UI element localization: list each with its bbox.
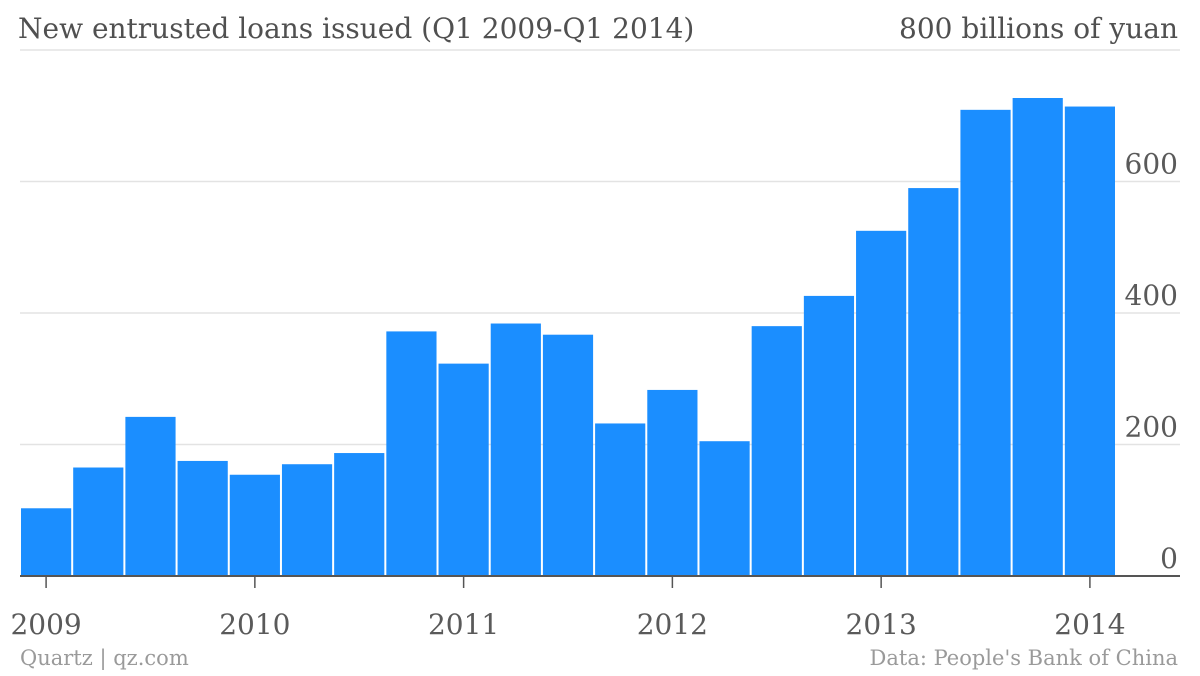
y-tick-label-200: 200 xyxy=(1125,411,1178,444)
footer-source-left: Quartz | qz.com xyxy=(20,646,189,670)
bars xyxy=(21,97,1115,577)
x-tick-label-2013: 2013 xyxy=(846,608,917,641)
bar-q1-2012 xyxy=(647,389,698,576)
x-tick-label-2011: 2011 xyxy=(428,608,499,641)
bar-q3-2013 xyxy=(960,109,1011,577)
footer-source-right: Data: People's Bank of China xyxy=(869,646,1178,670)
bar-q3-2009 xyxy=(125,416,176,576)
bar-q1-2009 xyxy=(21,508,72,576)
x-tick-label-2014: 2014 xyxy=(1054,608,1125,641)
bar-q4-2010 xyxy=(386,331,437,576)
x-tick-labels: 2009 2010 2011 2012 2013 2014 xyxy=(10,608,1125,641)
axes xyxy=(20,575,1180,588)
y-tick-label-400: 400 xyxy=(1125,279,1178,312)
bar-q2-2011 xyxy=(490,323,541,576)
bar-q1-2014 xyxy=(1064,106,1115,577)
bar-q4-2013 xyxy=(1012,97,1063,576)
unit-label: 800 billions of yuan xyxy=(899,12,1178,45)
chart-title: New entrusted loans issued (Q1 2009-Q1 2… xyxy=(18,12,695,45)
bar-q3-2012 xyxy=(751,326,802,576)
bar-q2-2012 xyxy=(699,441,750,576)
y-tick-label-600: 600 xyxy=(1125,148,1178,181)
bar-q3-2011 xyxy=(542,334,594,576)
bar-q4-2009 xyxy=(177,460,228,576)
bar-q2-2013 xyxy=(908,188,959,576)
bar-q1-2010 xyxy=(229,474,280,576)
y-tick-label-0: 0 xyxy=(1160,542,1178,575)
bar-q4-2011 xyxy=(595,423,646,576)
bar-q1-2011 xyxy=(438,363,489,576)
bar-q2-2010 xyxy=(281,464,333,576)
y-tick-labels: 0 200 400 600 xyxy=(1125,148,1178,576)
bar-q4-2012 xyxy=(803,295,855,576)
bar-q2-2009 xyxy=(73,467,124,576)
x-tick-label-2012: 2012 xyxy=(637,608,708,641)
bar-q1-2013 xyxy=(856,230,907,576)
bar-q3-2010 xyxy=(334,453,385,576)
x-tick-label-2010: 2010 xyxy=(219,608,290,641)
x-tick-label-2009: 2009 xyxy=(10,608,81,641)
